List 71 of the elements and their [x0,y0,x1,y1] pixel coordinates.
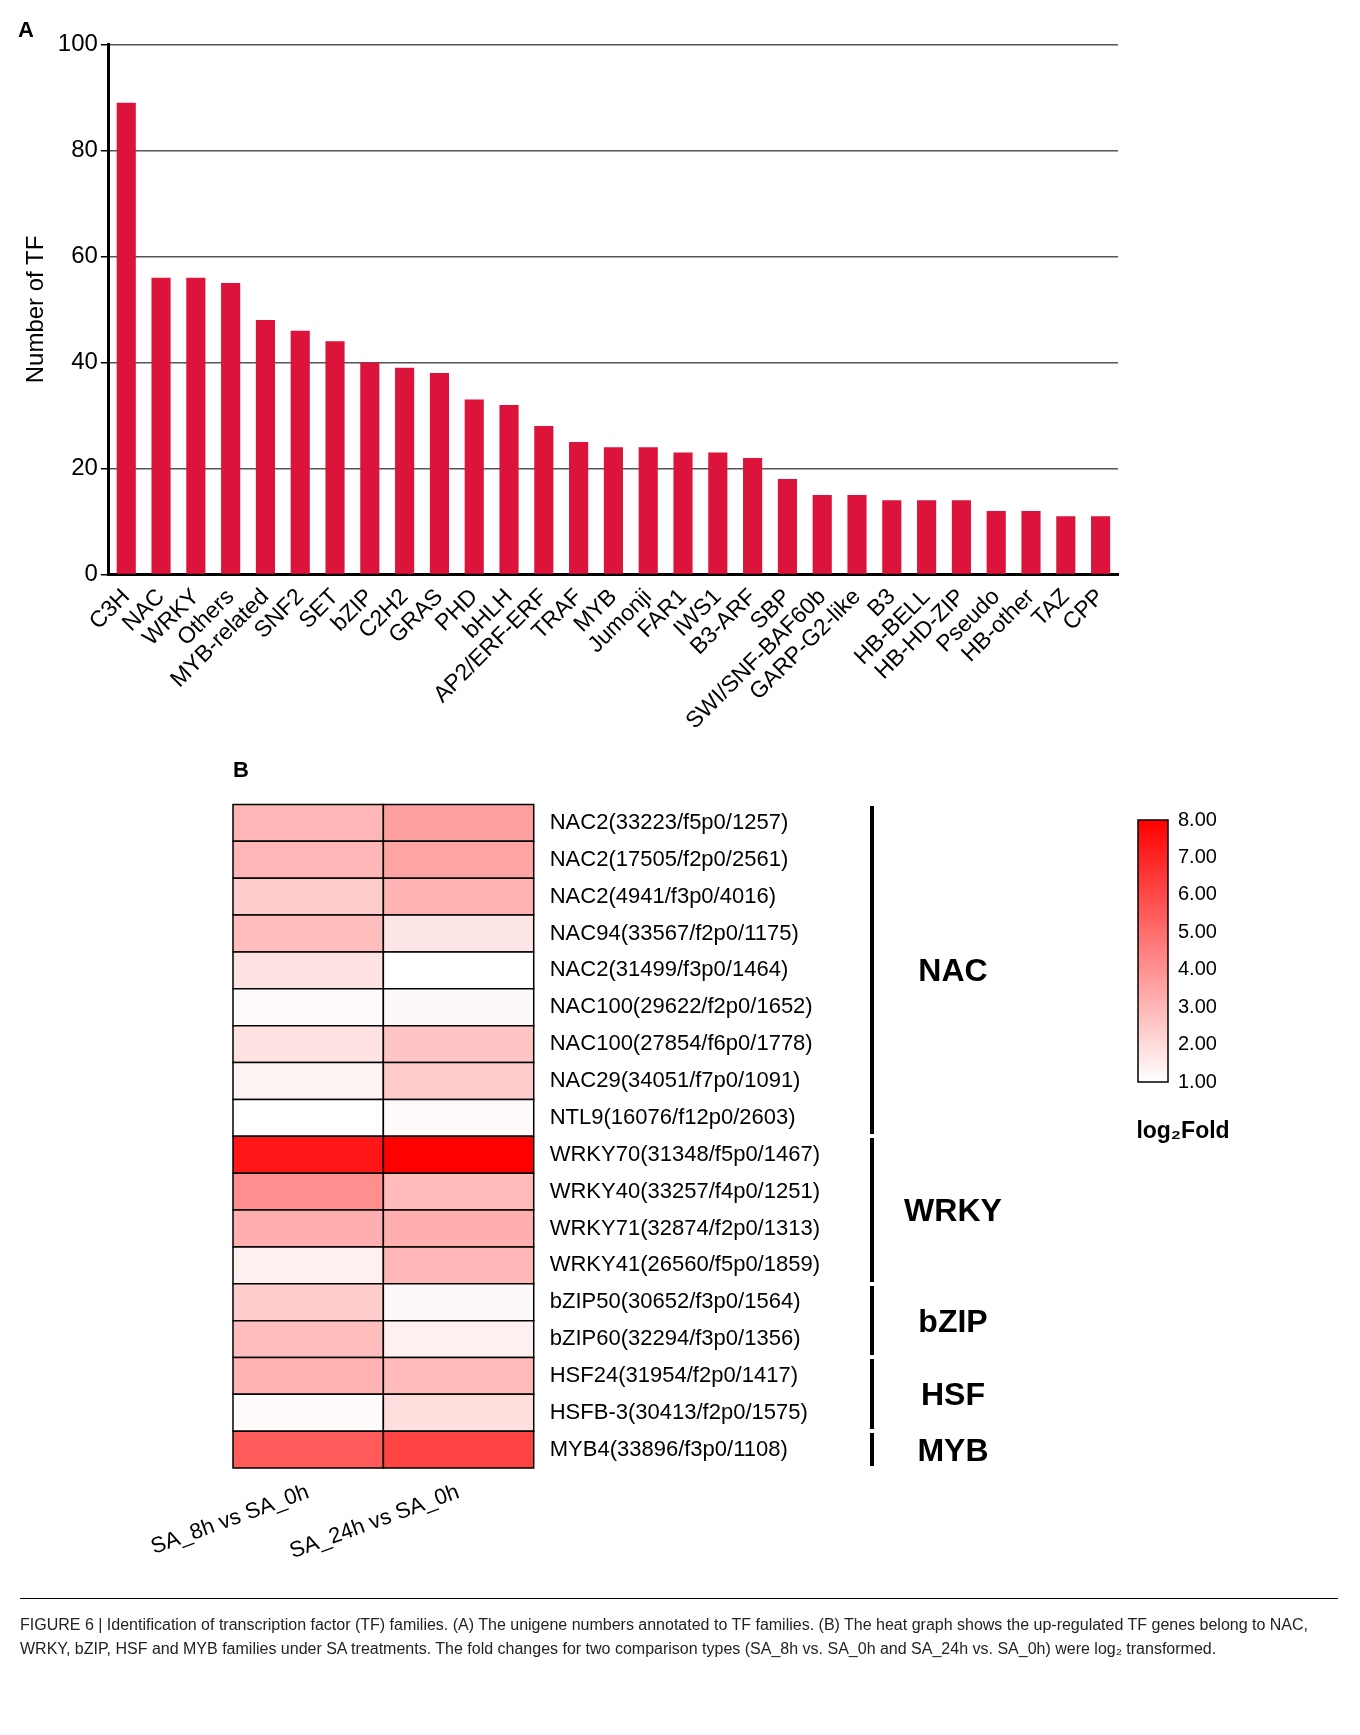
y-tick-label: bZIP50(30652/f3p0/1564) [549,1288,801,1314]
bar [951,500,971,574]
color-bar-label: 6.00 [1178,882,1217,905]
color-bar-label: 8.00 [1178,807,1217,830]
y-tick-label: HSFB-3(30413/f2p0/1575) [549,1398,808,1424]
y-tick-label: WRKY41(26560/f5p0/1859) [549,1251,821,1277]
text: NAC [917,952,989,989]
text: bZIP [917,1302,989,1339]
bar [116,102,136,574]
bar [812,495,832,574]
bar [221,282,241,574]
y-tick-label: bZIP60(32294/f3p0/1356) [549,1325,801,1351]
y-tick-label: NAC29(34051/f7p0/1091) [549,1067,801,1093]
y-tick-label: 80 [71,135,98,163]
bar [151,277,171,574]
chart-title: B [233,757,249,783]
y-tick-label: 40 [71,347,98,375]
bar [603,447,623,574]
bar [255,320,276,574]
y-tick-label: 0 [84,559,98,587]
color-bar-label: 4.00 [1178,957,1217,980]
bar [569,442,589,574]
bar [429,373,449,574]
bar [325,341,345,574]
bar [1091,516,1111,574]
bar [847,495,867,574]
bar [534,426,554,574]
color-bar-label: 3.00 [1178,994,1217,1017]
y-tick-label: 100 [57,29,98,57]
bar [290,330,310,574]
y-tick-label: WRKY71(32874/f2p0/1313) [549,1214,821,1240]
bar [395,367,415,574]
y-tick-label: 60 [71,241,98,269]
y-tick-label: MYB4(33896/f3p0/1108) [549,1435,788,1461]
y-tick-label: NTL9(16076/f12p0/2603) [549,1103,796,1129]
y-tick-label: NAC2(33223/f5p0/1257) [549,808,789,834]
bar [186,277,206,574]
y-tick-label: 20 [71,453,98,481]
bar [882,500,902,574]
text: WRKY [903,1192,1003,1228]
y-tick-label: NAC2(4941/f3p0/4016) [549,882,776,908]
y-tick-label: NAC2(17505/f2p0/2561) [549,845,789,871]
y-tick-label: WRKY40(33257/f4p0/1251) [549,1177,821,1203]
bar [708,452,728,574]
bar [743,457,763,574]
y-tick-label: WRKY70(31348/f5p0/1467) [549,1140,821,1166]
chart-title: A [18,17,34,43]
bar [1021,510,1041,574]
bar [464,399,484,574]
y-axis-title: Number of TF [21,235,49,384]
text: MYB [916,1431,990,1468]
y-tick-label: NAC100(29622/f2p0/1652) [549,993,813,1019]
caption: FIGURE 6 | Identification of transcription factor (TF) families. (A) The unigene numbers annotated to TF families. (B) The heat graph shows the up-regulated TF genes belong to NAC, WRKY, bZIP, HSF and MYB families under SA treatments. The fold changes for two comparison types (SA_8h vs. SA_0h and SA_24h vs. SA_0h) were log₂ transformed. [20,1598,1338,1661]
color-bar-label: 7.00 [1178,844,1217,867]
bar [499,404,519,574]
color-bar-label: 5.00 [1178,919,1217,942]
y-tick-label: NAC94(33567/f2p0/1175) [549,919,799,945]
color-bar-title: log₂Fold [1136,1117,1230,1144]
bar [673,452,693,574]
color-bar-label: 2.00 [1178,1032,1217,1055]
bar [917,500,937,574]
bar [986,510,1006,574]
y-tick-label: HSF24(31954/f2p0/1417) [549,1362,799,1387]
bar [777,479,797,574]
text: HSF [920,1376,986,1413]
y-tick-label: NAC2(31499/f3p0/1464) [549,956,789,982]
bar [360,362,380,574]
bar [1056,516,1076,574]
bar [638,447,658,574]
color-bar-label: 1.00 [1178,1069,1217,1092]
y-tick-label: NAC100(27854/f6p0/1778) [549,1030,813,1056]
